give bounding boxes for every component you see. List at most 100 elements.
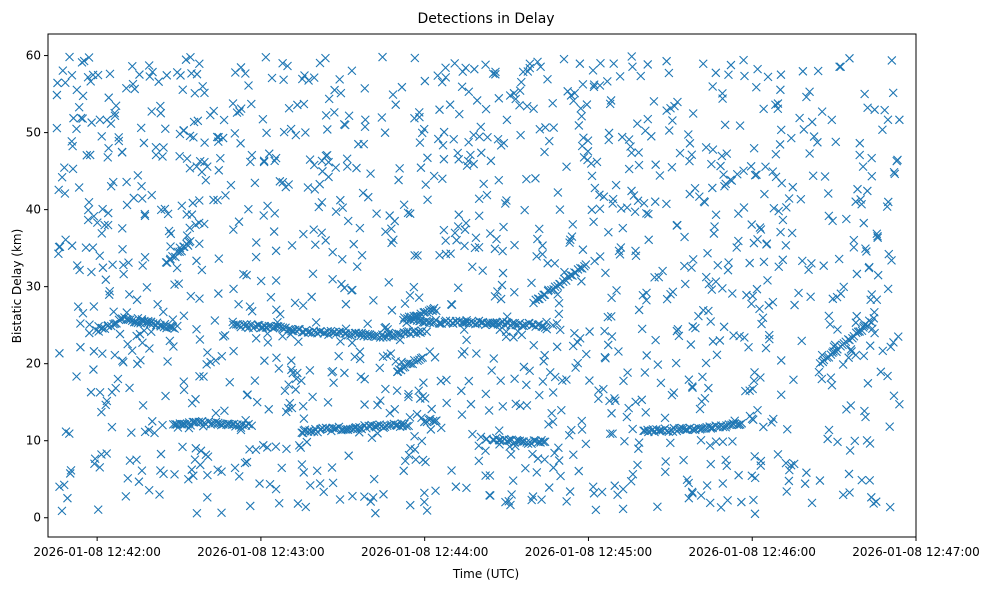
detection-point (569, 96, 578, 106)
detection-point (202, 359, 212, 369)
detection-point (628, 424, 638, 434)
detection-point (335, 495, 345, 504)
detection-point (192, 256, 201, 266)
detection-point (588, 482, 598, 492)
detection-point (870, 105, 880, 115)
detection-point (753, 64, 762, 74)
detection-point (397, 82, 407, 92)
detection-point (118, 260, 128, 270)
detection-point (570, 88, 580, 98)
detection-point (664, 68, 674, 78)
detection-point (432, 416, 441, 425)
detection-point (102, 449, 112, 458)
detection-point (548, 388, 558, 397)
detection-point (187, 398, 197, 408)
detection-point (797, 336, 807, 346)
detection-point (187, 465, 197, 475)
detection-point (300, 128, 310, 137)
y-tick-label-6: 60 (26, 49, 41, 63)
detection-point (876, 367, 886, 377)
detection-point (634, 148, 644, 157)
detection-point (298, 301, 308, 310)
detection-point (550, 372, 560, 382)
detection-point (717, 151, 727, 161)
detection-point (324, 157, 333, 167)
detection-point (327, 463, 337, 472)
detection-point (768, 297, 778, 307)
detection-point (82, 150, 92, 160)
detection-point (774, 262, 784, 272)
detection-point (806, 292, 816, 302)
detection-point (636, 71, 646, 81)
detection-point (192, 69, 202, 79)
detection-point (423, 153, 432, 163)
detection-point (360, 374, 370, 384)
detection-point (617, 132, 627, 142)
detection-point (360, 122, 370, 132)
detection-point (439, 154, 449, 164)
detection-point (321, 151, 331, 161)
y-axis-label: Bistatic Delay (km) (10, 229, 24, 344)
detection-point (461, 63, 471, 73)
detection-point (226, 180, 236, 190)
detection-point (485, 229, 495, 238)
detection-point (334, 351, 344, 361)
detection-point (433, 71, 443, 80)
detection-point (573, 358, 583, 368)
detection-point (482, 190, 492, 200)
detection-point (734, 420, 744, 430)
detection-point (104, 143, 113, 153)
detection-point (588, 65, 598, 75)
detection-point (139, 138, 149, 148)
detection-point (261, 52, 271, 62)
detection-point (72, 372, 81, 381)
detection-point (452, 235, 461, 245)
detection-point (54, 249, 63, 259)
detection-point (515, 401, 525, 411)
detection-point (363, 319, 373, 329)
detection-point (264, 321, 274, 331)
detection-point (628, 62, 637, 72)
detection-point (329, 378, 338, 388)
detection-point (607, 293, 616, 303)
detection-point (671, 358, 681, 368)
detection-point (807, 258, 816, 268)
detection-point (749, 143, 759, 153)
detection-point (707, 183, 717, 193)
detection-point (437, 77, 447, 87)
detection-point (190, 88, 200, 98)
detection-point (641, 408, 651, 417)
detection-point (771, 149, 781, 159)
detection-point (183, 474, 193, 484)
detection-point (309, 225, 319, 234)
detection-point (865, 341, 875, 351)
detection-point (708, 337, 718, 346)
detection-point (695, 404, 705, 414)
detection-point (67, 70, 77, 80)
detection-point (87, 267, 96, 277)
detection-point (93, 505, 103, 515)
detection-point (195, 335, 205, 344)
detection-point (756, 456, 766, 466)
detection-point (776, 125, 786, 135)
detection-point (54, 185, 64, 195)
detection-point (433, 134, 443, 144)
detection-point (685, 138, 695, 148)
detection-point (266, 292, 276, 302)
detection-point (831, 137, 841, 147)
detection-point (322, 125, 332, 134)
detection-point (470, 243, 480, 253)
detection-point (661, 457, 671, 466)
detection-point (404, 389, 413, 399)
detection-point (836, 289, 846, 299)
detection-point (309, 160, 319, 170)
detection-point (739, 55, 748, 65)
detection-point (717, 283, 727, 293)
detection-point (308, 269, 318, 279)
detection-point (768, 167, 778, 176)
detection-point (784, 194, 794, 203)
detection-point (577, 276, 586, 286)
detection-point (169, 342, 178, 351)
detection-point (89, 346, 99, 356)
detection-point (622, 412, 632, 422)
